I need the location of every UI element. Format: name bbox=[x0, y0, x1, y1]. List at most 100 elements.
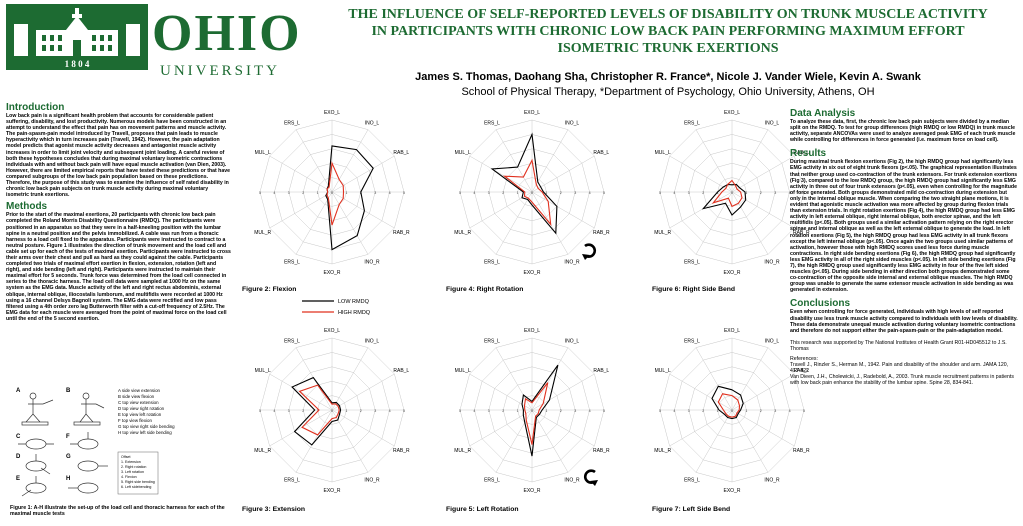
series-high-rmdq bbox=[502, 158, 552, 227]
tick-label: 4 bbox=[589, 409, 591, 413]
series-high-rmdq bbox=[523, 382, 549, 445]
radar-chart-extension: EXO_L INO_L RAB_L RAB_R INO_R EXO_R ERS_L MUL_R… bbox=[240, 322, 425, 497]
axis-spoke bbox=[531, 191, 595, 229]
tick-label: 3 bbox=[374, 191, 376, 195]
inset-legend-item: 5. Right side bending bbox=[121, 480, 155, 484]
tick-label: 5 bbox=[459, 409, 461, 413]
right-column: Data Analysis To analyze these data, fir… bbox=[790, 108, 1018, 386]
tick-label: 4 bbox=[673, 409, 675, 413]
poster-title: THE INFLUENCE OF SELF-REPORTED LEVELS OF… bbox=[318, 6, 1018, 57]
axis-spoke bbox=[669, 155, 733, 193]
panel-letter: B bbox=[66, 388, 71, 394]
tick-label: 5 bbox=[259, 191, 261, 195]
tick-label: 4 bbox=[673, 191, 675, 195]
data-analysis-text: To analyze these data, first, the chroni… bbox=[790, 119, 1016, 144]
axis-label: MUL_R bbox=[254, 230, 271, 236]
tick-label: 5 bbox=[259, 409, 261, 413]
axis-label: MUL_L bbox=[255, 368, 271, 374]
axis-spoke bbox=[331, 191, 369, 255]
tick-label: 4 bbox=[473, 191, 475, 195]
axis-label: ERS_L bbox=[484, 259, 500, 265]
conclusions-heading: Conclusions bbox=[790, 298, 851, 310]
figure-6-caption: Figure 6: Right Side Bend bbox=[652, 286, 736, 293]
tick-label: 5 bbox=[803, 409, 805, 413]
radar-chart-right-rotation: EXO_L INO_L RAB_L RAB_R INO_R EXO_R ERS_L MUL_R… bbox=[440, 104, 625, 279]
axis-label: ERS_L bbox=[684, 121, 700, 127]
axis-spoke bbox=[695, 409, 733, 473]
axis-label: MUL_L bbox=[455, 368, 471, 374]
axis-spoke bbox=[295, 409, 333, 473]
axis-spoke bbox=[495, 191, 533, 255]
axis-label: MUL_R bbox=[454, 230, 471, 236]
results-text: During maximal trunk flexion exertions (… bbox=[790, 159, 1018, 294]
panel-legend-item: A side view extension bbox=[118, 388, 161, 393]
tick-label: 0 bbox=[331, 409, 333, 413]
axis-label: ERS_L bbox=[684, 339, 700, 345]
tick-label: 2 bbox=[302, 191, 304, 195]
rotation-arrow-icon bbox=[583, 469, 598, 486]
tick-label: 5 bbox=[403, 191, 405, 195]
axis-spoke bbox=[331, 347, 369, 411]
tick-label: 2 bbox=[360, 409, 362, 413]
tick-label: 5 bbox=[603, 409, 605, 413]
results-heading: Results bbox=[790, 148, 827, 160]
series-low-rmdq bbox=[701, 183, 747, 216]
axis-spoke bbox=[531, 409, 595, 447]
axis-label: ERS_L bbox=[284, 259, 300, 265]
introduction-heading: Introduction bbox=[6, 102, 65, 113]
tick-label: 4 bbox=[273, 191, 275, 195]
introduction-text: Low back pain is a significant health pr… bbox=[6, 113, 230, 199]
axis-spoke bbox=[731, 155, 795, 193]
tick-label: 4 bbox=[473, 409, 475, 413]
tick-label: 1 bbox=[517, 191, 519, 195]
title-line: ISOMETRIC TRUNK EXERTIONS bbox=[557, 41, 779, 56]
series-low-rmdq bbox=[291, 376, 342, 446]
axis-label: INO_R bbox=[364, 477, 380, 483]
tick-label: 3 bbox=[374, 409, 376, 413]
axis-label: EXO_R bbox=[524, 488, 541, 494]
inset-legend-item: Offset bbox=[121, 455, 131, 459]
axis-spoke bbox=[669, 191, 733, 229]
axis-spoke bbox=[331, 409, 395, 447]
tick-label: 1 bbox=[345, 191, 347, 195]
radar-chart-right-side-bend: EXO_L INO_L RAB_L RAB_R INO_R EXO_R ERS_L MUL_R… bbox=[640, 104, 825, 279]
tick-label: 2 bbox=[502, 191, 504, 195]
affiliation: School of Physical Therapy, *Department … bbox=[461, 86, 875, 98]
axis-label: INO_L bbox=[565, 339, 580, 345]
axis-label: MUL_L bbox=[455, 150, 471, 156]
axis-label: EXO_L bbox=[324, 328, 340, 334]
axis-label: EXO_R bbox=[524, 270, 541, 276]
tick-label: 3 bbox=[488, 191, 490, 195]
panel-letter: H bbox=[66, 476, 70, 482]
tick-label: 0 bbox=[531, 409, 533, 413]
panel-legend-item: G top view right side bending bbox=[118, 424, 175, 429]
axis-label: EXO_L bbox=[524, 328, 540, 334]
axis-spoke bbox=[469, 409, 533, 447]
panel-legend-item: D top view right rotation bbox=[118, 406, 165, 411]
axis-label: RAB_L bbox=[793, 150, 809, 156]
panel-legend-item: E top view left rotation bbox=[118, 412, 162, 417]
figure-4-caption: Figure 4: Right Rotation bbox=[446, 286, 524, 293]
axis-spoke bbox=[495, 129, 533, 193]
tick-label: 3 bbox=[574, 409, 576, 413]
axis-label: EXO_L bbox=[524, 110, 540, 116]
tick-label: 5 bbox=[403, 409, 405, 413]
axis-label: ERS_L bbox=[284, 121, 300, 127]
tick-label: 3 bbox=[288, 409, 290, 413]
panel-legend-item: B side view flexion bbox=[118, 394, 155, 399]
axis-label: EXO_R bbox=[724, 488, 741, 494]
tick-label: 1 bbox=[745, 191, 747, 195]
axis-label: INO_R bbox=[364, 259, 380, 265]
axis-spoke bbox=[731, 191, 769, 255]
axis-label: RAB_R bbox=[793, 448, 810, 454]
ohio-wordmark: OHIO bbox=[152, 5, 302, 62]
series-low-rmdq bbox=[490, 132, 558, 235]
series-high-rmdq bbox=[711, 179, 743, 208]
inset-legend-item: 1. Extension bbox=[121, 460, 141, 464]
axis-label: ERS_L bbox=[684, 259, 700, 265]
axis-label: EXO_R bbox=[724, 270, 741, 276]
axis-label: INO_L bbox=[365, 339, 380, 345]
tick-label: 4 bbox=[789, 191, 791, 195]
axis-spoke bbox=[669, 373, 733, 411]
tick-label: 4 bbox=[389, 409, 391, 413]
